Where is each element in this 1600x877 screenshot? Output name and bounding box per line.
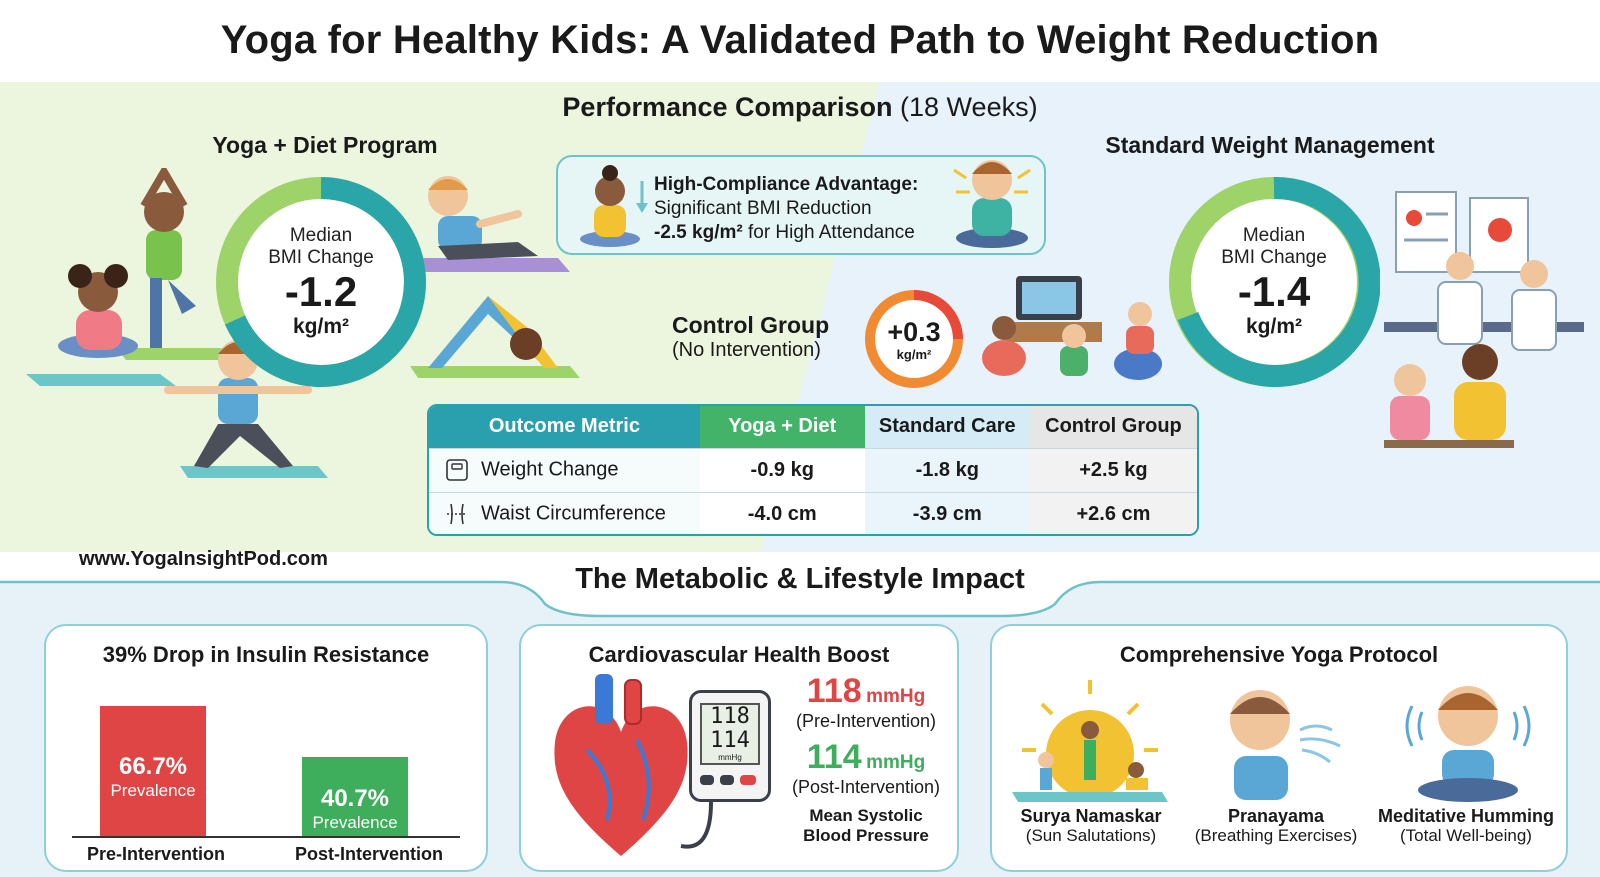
- yoga-ring-label-1: Median: [290, 225, 352, 247]
- metric-cell: Weight Change: [429, 448, 700, 492]
- callout-line-2: Significant BMI Reduction: [654, 197, 918, 221]
- bp-monitor-screen: 118 114 mmHg: [700, 703, 760, 765]
- control-group-title: Control Group: [672, 312, 829, 339]
- post-bp-value: 114: [807, 738, 862, 776]
- standard-program-title: Standard Weight Management: [1070, 132, 1470, 159]
- control-bmi-ring: +0.3 kg/m²: [862, 287, 966, 391]
- yoga-bmi-ring: Median BMI Change -1.2 kg/m²: [215, 176, 427, 388]
- standard-bmi-value: -1.4: [1238, 269, 1310, 315]
- main-title: Yoga for Healthy Kids: A Validated Path …: [0, 18, 1600, 63]
- callout-heading: High-Compliance Advantage:: [654, 174, 918, 195]
- impact-title: The Metabolic & Lifestyle Impact: [0, 563, 1600, 596]
- comparison-title: Performance Comparison (18 Weeks): [0, 92, 1600, 123]
- protocol-item-sub: (Breathing Exercises): [1188, 826, 1364, 846]
- monitor-unit: mmHg: [702, 753, 758, 763]
- insulin-title: 39% Drop in Insulin Resistance: [46, 642, 486, 668]
- bp-caption-2: Blood Pressure: [781, 826, 951, 846]
- callout-line-3: for High Attendance: [748, 222, 915, 243]
- protocol-card: Comprehensive Yoga Protocol Surya Namask…: [990, 624, 1568, 872]
- pre-bp-note: (Pre-Intervention): [781, 711, 951, 732]
- protocol-title: Comprehensive Yoga Protocol: [992, 642, 1566, 668]
- control-group-sub: (No Intervention): [672, 339, 829, 362]
- control-weight-value: +2.5 kg: [1030, 448, 1197, 492]
- pre-bar-value: 66.7%: [100, 753, 206, 781]
- callout-value: -2.5 kg/m²: [654, 222, 743, 243]
- yoga-bmi-value: -1.2: [285, 269, 357, 315]
- insulin-card: 39% Drop in Insulin Resistance 66.7% Pre…: [44, 624, 488, 872]
- pre-bar-label: Pre-Intervention: [66, 844, 246, 865]
- standard-ring-label-1: Median: [1243, 225, 1305, 247]
- humming-icon: [1398, 670, 1538, 804]
- breathing-icon: [1208, 676, 1348, 800]
- table-row: Waist Circumference -4.0 cm -3.9 cm +2.6…: [429, 492, 1197, 536]
- yoga-bmi-unit: kg/m²: [293, 315, 349, 339]
- control-group-label: Control Group (No Intervention): [672, 312, 829, 362]
- yoga-program-title: Yoga + Diet Program: [180, 132, 470, 159]
- table-header-row: Outcome Metric Yoga + Diet Standard Care…: [429, 406, 1197, 448]
- meditating-girl-icon: [572, 163, 652, 249]
- meditating-boy-icon: [944, 142, 1040, 250]
- kids-watching-tv-illustration: [980, 272, 1176, 390]
- header-outcome-metric: Outcome Metric: [429, 406, 700, 448]
- pre-bp-unit: mmHg: [866, 686, 925, 707]
- metric-name: Waist Circumference: [481, 503, 666, 525]
- pre-bp-value: 118: [807, 672, 862, 710]
- post-bar-sub: Prevalence: [302, 813, 408, 833]
- cardio-card: Cardiovascular Health Boost 118 114 mmHg…: [519, 624, 959, 872]
- protocol-item-name: Meditative Humming: [1368, 806, 1564, 827]
- monitor-bottom-value: 114: [702, 729, 758, 753]
- waist-icon: [445, 502, 469, 526]
- outcome-metrics-table: Outcome Metric Yoga + Diet Standard Care…: [427, 404, 1199, 536]
- monitor-top-value: 118: [702, 705, 758, 729]
- bp-readings: 118 mmHg (Pre-Intervention) 114 mmHg (Po…: [781, 672, 951, 846]
- yoga-waist-value: -4.0 cm: [700, 492, 865, 536]
- header-standard-care: Standard Care: [865, 406, 1030, 448]
- post-intervention-bar: 40.7% Prevalence: [302, 757, 408, 836]
- control-bmi-unit: kg/m²: [897, 347, 932, 362]
- header-yoga-diet: Yoga + Diet: [700, 406, 865, 448]
- post-bar-value: 40.7%: [302, 785, 408, 813]
- pre-bar-sub: Prevalence: [100, 781, 206, 801]
- clinic-illustration: [1384, 186, 1592, 482]
- comparison-title-bold: Performance Comparison: [562, 92, 892, 122]
- header-control-group: Control Group: [1030, 406, 1197, 448]
- metric-name: Weight Change: [481, 458, 619, 480]
- scale-icon: [445, 458, 469, 482]
- control-bmi-value: +0.3: [887, 317, 940, 347]
- bar-baseline: [72, 836, 460, 838]
- standard-bmi-ring: Median BMI Change -1.4 kg/m²: [1168, 176, 1380, 388]
- protocol-item-sub: (Sun Salutations): [1006, 826, 1176, 846]
- post-bar-label: Post-Intervention: [274, 844, 464, 865]
- control-waist-value: +2.6 cm: [1030, 492, 1197, 536]
- comparison-title-period: (18 Weeks): [900, 92, 1038, 122]
- post-bp-note: (Post-Intervention): [781, 777, 951, 798]
- protocol-item-sub: (Total Well-being): [1368, 826, 1564, 846]
- pre-intervention-bar: 66.7% Prevalence: [100, 706, 206, 836]
- cardio-title: Cardiovascular Health Boost: [521, 642, 957, 668]
- sun-salutation-icon: [1012, 674, 1168, 804]
- standard-weight-value: -1.8 kg: [865, 448, 1030, 492]
- bp-caption-1: Mean Systolic: [781, 806, 951, 826]
- standard-bmi-unit: kg/m²: [1246, 315, 1302, 339]
- yoga-weight-value: -0.9 kg: [700, 448, 865, 492]
- bp-tube: [671, 776, 751, 860]
- protocol-item-name: Pranayama: [1188, 806, 1364, 827]
- table-row: Weight Change -0.9 kg -1.8 kg +2.5 kg: [429, 448, 1197, 492]
- yoga-ring-label-2: BMI Change: [268, 247, 374, 269]
- protocol-item-name: Surya Namaskar: [1006, 806, 1176, 827]
- metric-cell: Waist Circumference: [429, 492, 700, 536]
- standard-waist-value: -3.9 cm: [865, 492, 1030, 536]
- post-bp-unit: mmHg: [866, 752, 925, 773]
- standard-ring-label-2: BMI Change: [1221, 247, 1327, 269]
